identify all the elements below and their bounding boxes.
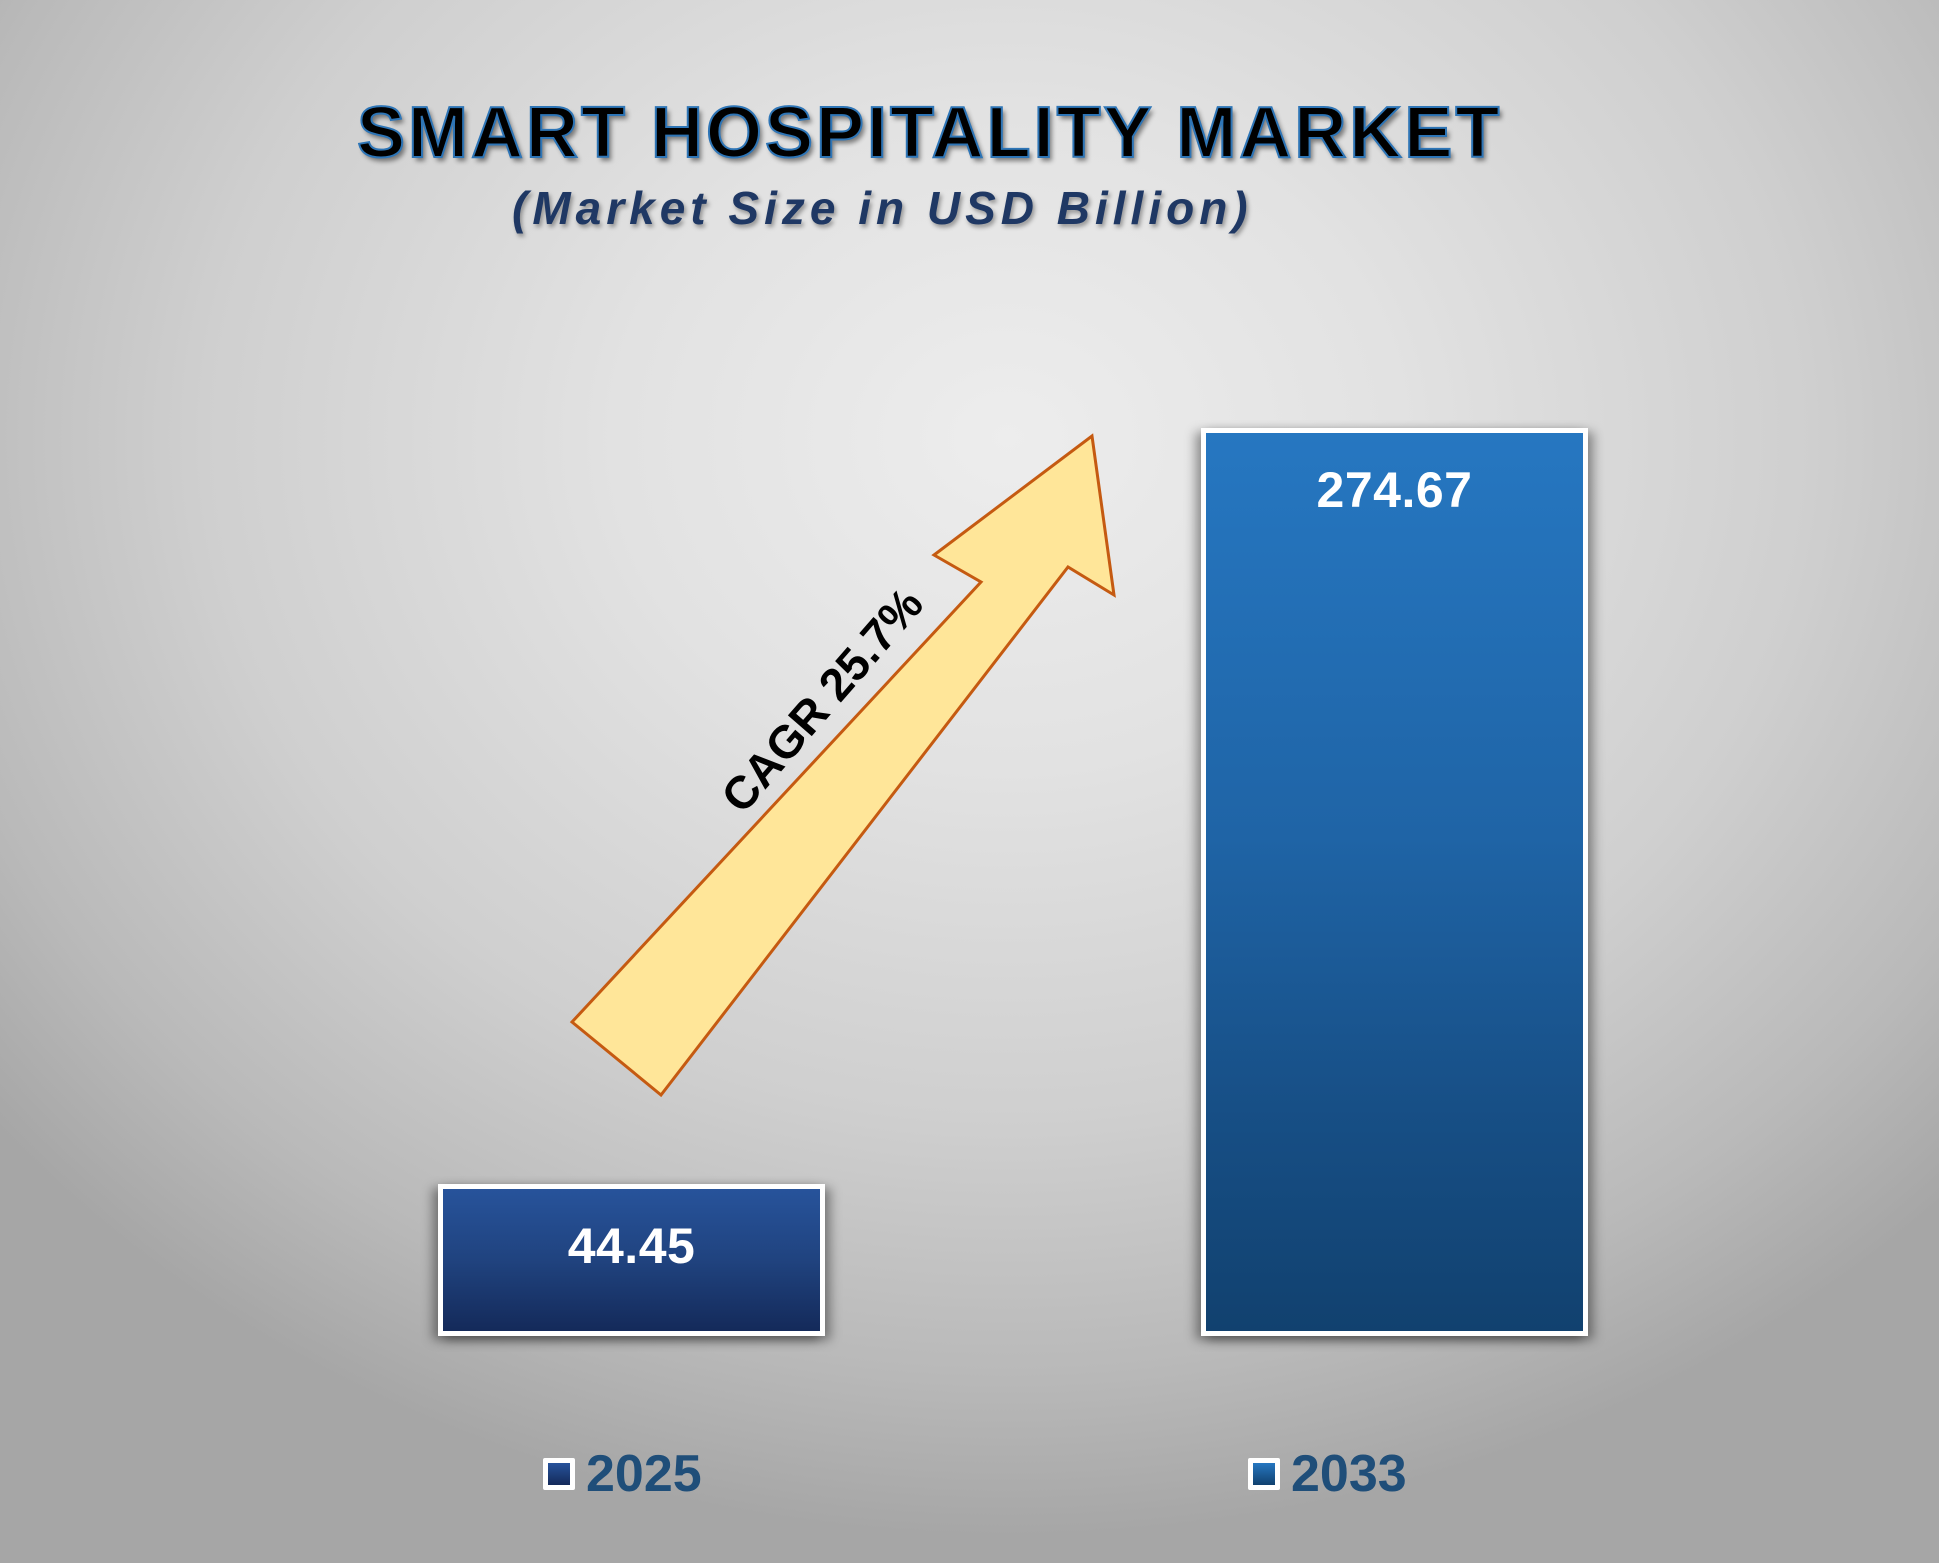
square-swatch-icon	[1248, 1458, 1280, 1490]
chart-title: SMART HOSPITALITY MARKET	[356, 92, 1503, 174]
square-swatch-icon	[543, 1458, 575, 1490]
bar-value-2025: 44.45	[567, 1218, 696, 1274]
legend-item-2025: 2025	[543, 1446, 702, 1502]
bar-2033: 274.67	[1201, 428, 1588, 1336]
legend-label-2033: 2033	[1291, 1445, 1407, 1503]
bar-value-2033: 274.67	[1316, 462, 1473, 518]
arrow-up-right-icon	[569, 433, 1116, 1098]
chart-subtitle: (Market Size in USD Billion)	[512, 182, 1253, 234]
bar-2025: 44.45	[438, 1184, 825, 1336]
cagr-label: CAGR 25.7%	[710, 577, 934, 823]
legend-item-2033: 2033	[1248, 1446, 1407, 1502]
legend-label-2025: 2025	[586, 1445, 702, 1503]
